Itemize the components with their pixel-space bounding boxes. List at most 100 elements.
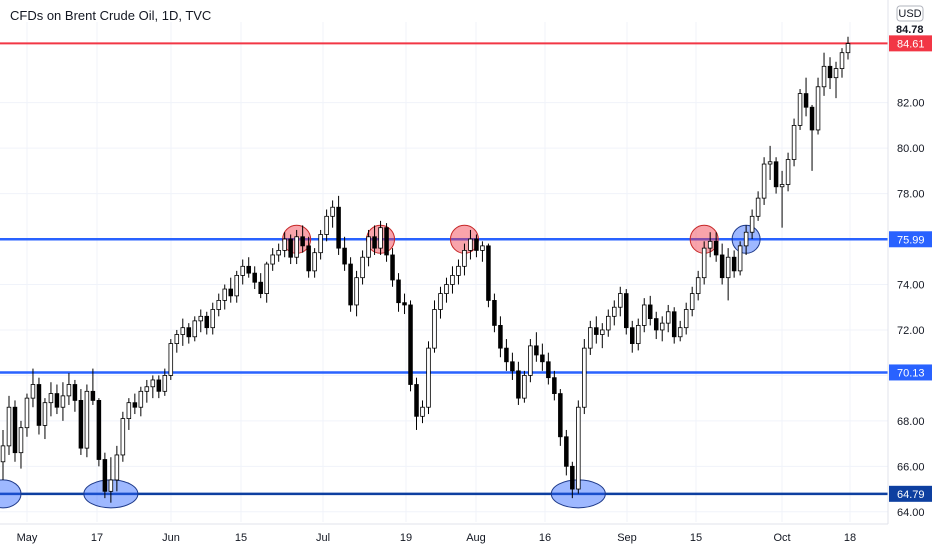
candle-body-22 (132, 402, 138, 408)
y-axis-bg (888, 0, 932, 550)
candle-body-71 (426, 347, 431, 408)
candle-body-89 (534, 345, 539, 356)
candle-body-3 (18, 427, 24, 454)
candle-body-124 (743, 231, 749, 247)
candle-body-67 (402, 302, 407, 306)
candle-body-94 (564, 436, 569, 467)
candle-body-119 (713, 240, 719, 256)
candle-body-93 (558, 393, 563, 438)
candle-body-18 (108, 479, 114, 492)
candle-body-88 (528, 345, 533, 376)
candle-body-69 (414, 384, 419, 417)
x-tick-10: Oct (773, 532, 790, 544)
candle-body-23 (138, 390, 144, 408)
candle-body-80 (480, 245, 485, 251)
candle-body-33 (198, 315, 204, 322)
x-tick-11: 18 (844, 532, 856, 544)
level-badge-label-2: 70.13 (897, 367, 925, 379)
candle-body-86 (516, 370, 521, 399)
candle-body-140 (839, 52, 845, 69)
candle-body-79 (474, 238, 479, 251)
candle-body-48 (288, 238, 293, 258)
candle-body-39 (234, 275, 239, 297)
candle-body-121 (725, 256, 731, 279)
candle-body-75 (450, 275, 455, 285)
candle-body-4 (24, 397, 30, 429)
candle-body-34 (204, 315, 210, 329)
candle-body-129 (773, 161, 779, 188)
x-tick-4: Jul (316, 532, 330, 544)
candle-body-10 (60, 395, 66, 408)
candle-body-40 (240, 265, 245, 276)
candle-body-2 (12, 406, 18, 454)
candle-body-12 (72, 384, 78, 401)
markers (0, 224, 761, 509)
candle-body-43 (258, 281, 263, 294)
candle-body-6 (36, 384, 42, 426)
candle-body-41 (246, 265, 251, 274)
candle-body-0 (0, 445, 6, 463)
candle-body-131 (785, 159, 791, 185)
candle-body-101 (606, 315, 611, 331)
candle-body-117 (701, 247, 707, 279)
candle-body-1 (6, 406, 12, 447)
y-tick-4: 74.00 (897, 280, 925, 292)
candle-body-19 (114, 454, 120, 481)
candle-body-49 (294, 236, 299, 258)
candle-body-38 (228, 288, 233, 297)
candle-body-27 (162, 375, 168, 392)
x-tick-5: 19 (400, 532, 412, 544)
candle-body-115 (689, 293, 695, 310)
y-axis: USD84.7882.0080.0078.0076.0074.0072.0070… (887, 0, 932, 550)
candle-body-136 (815, 86, 821, 131)
candle-body-55 (330, 206, 335, 217)
candle-body-87 (522, 375, 527, 399)
candle-body-81 (486, 245, 491, 301)
candle-body-57 (342, 247, 347, 265)
candle-body-46 (276, 250, 281, 256)
level-badge-label-1: 75.99 (897, 234, 925, 246)
candle-body-45 (270, 254, 275, 265)
candle-body-78 (468, 238, 473, 251)
candle-body-56 (336, 206, 341, 249)
candle-body-116 (695, 277, 701, 294)
candle-body-60 (360, 256, 365, 279)
level-badge-label-3: 64.79 (897, 489, 925, 501)
candle-body-44 (264, 263, 269, 294)
candle-body-13 (78, 400, 84, 449)
candle-body-91 (546, 361, 551, 379)
candle-body-35 (210, 309, 216, 329)
y-tick-2: 78.00 (897, 189, 925, 201)
candle-body-59 (354, 277, 359, 306)
candle-body-132 (791, 125, 797, 160)
candle-body-99 (594, 327, 599, 335)
candle-body-84 (504, 347, 509, 363)
y-tick-8: 66.00 (897, 461, 925, 473)
x-tick-7: 16 (539, 532, 551, 544)
level-lines (0, 42, 888, 496)
candle-body-133 (797, 93, 803, 126)
candle-body-120 (719, 254, 725, 279)
candle-body-125 (749, 215, 755, 233)
x-axis-bg (0, 524, 932, 550)
x-tick-1: 17 (91, 532, 103, 544)
candle-body-104 (624, 293, 629, 329)
candle-body-85 (510, 361, 515, 372)
candle-body-17 (102, 459, 108, 492)
candle-body-135 (809, 106, 815, 131)
currency-label: USD (898, 8, 921, 20)
candle-body-11 (66, 384, 72, 397)
candle-body-54 (324, 215, 329, 235)
candle-body-63 (378, 227, 383, 249)
candle-body-113 (677, 327, 683, 338)
candle-body-31 (186, 327, 192, 338)
x-tick-6: Aug (466, 532, 486, 544)
candles (0, 36, 851, 503)
y-tick-9: 64.00 (897, 507, 925, 519)
candle-body-130 (779, 184, 785, 188)
y-tick-7: 68.00 (897, 416, 925, 428)
candle-body-5 (30, 384, 36, 399)
candle-body-77 (462, 250, 467, 267)
